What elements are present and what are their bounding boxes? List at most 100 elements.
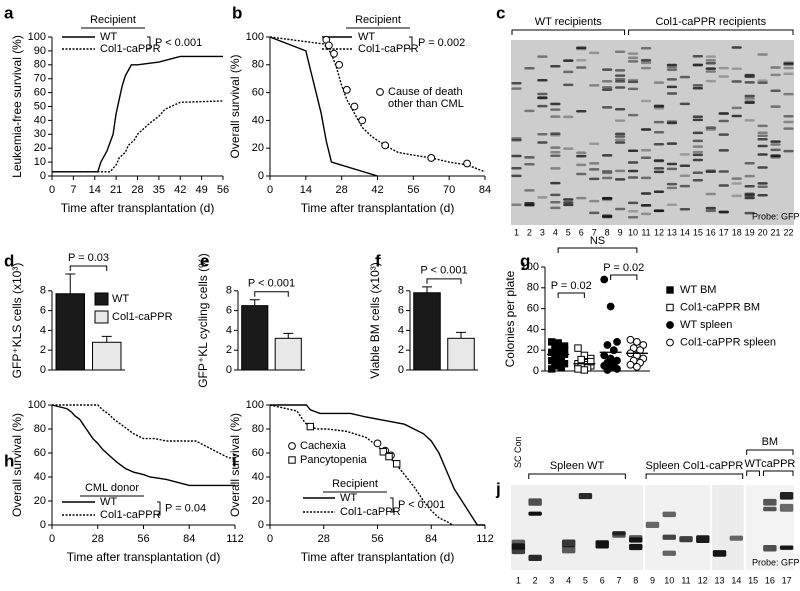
- gel-band: [550, 108, 561, 111]
- gel-band: [666, 120, 678, 123]
- gel-band: [511, 203, 522, 206]
- group-bracket: [746, 470, 760, 476]
- gel-band: [627, 176, 639, 179]
- gel-band: [744, 211, 755, 215]
- gel-band: [601, 197, 613, 201]
- gel-band: [718, 149, 729, 152]
- y-tick-label: 10: [34, 156, 46, 168]
- gel-band: [563, 59, 574, 62]
- gel-band: [779, 492, 794, 500]
- probe-label: Probe: GFP: [752, 211, 800, 221]
- gel-band: [627, 169, 639, 173]
- lane-number: 10: [628, 227, 638, 237]
- gel-band: [601, 79, 613, 83]
- gel-band: [718, 170, 729, 173]
- lane-number: 20: [758, 227, 768, 237]
- lane-number: 22: [784, 227, 794, 237]
- y-tick-label: 50: [34, 100, 46, 112]
- gel-band: [744, 81, 755, 84]
- group-label: WT: [745, 458, 762, 470]
- y-axis-label: Viable BM cells (x10³): [368, 262, 382, 378]
- y-tick-label: 8: [40, 285, 46, 297]
- dot: [613, 337, 621, 346]
- gel-band: [692, 145, 704, 148]
- legend-swatch: [94, 292, 109, 306]
- gel-band: [550, 132, 561, 135]
- gel-band: [718, 66, 729, 70]
- gel-band: [627, 80, 639, 84]
- survival-marker: [392, 460, 401, 468]
- y-tick-label: 40: [252, 114, 264, 126]
- gel-band: [627, 215, 639, 219]
- gel-band: [640, 176, 652, 180]
- lane-number: 4: [553, 227, 558, 237]
- survival-curve: [51, 404, 235, 487]
- x-tick-label: 42: [371, 184, 383, 196]
- gel-band: [763, 498, 777, 506]
- y-tick-label: 60: [527, 303, 539, 315]
- survival-marker: [335, 60, 344, 69]
- gel-band: [783, 127, 794, 130]
- gel-band: [550, 146, 561, 149]
- lane-number: 8: [605, 227, 610, 237]
- panel-letter: g: [520, 251, 530, 270]
- gel-band: [601, 106, 613, 109]
- gel-band: [563, 70, 574, 74]
- gel-band: [653, 209, 665, 212]
- y-tick-label: 4: [398, 324, 404, 336]
- survival-marker: [379, 448, 387, 456]
- gel-band: [783, 63, 794, 66]
- gel-band: [757, 144, 768, 148]
- gel-band: [666, 186, 678, 190]
- lane-number: 6: [600, 575, 605, 585]
- gel-band: [718, 210, 729, 214]
- lane-number: 13: [667, 227, 677, 237]
- gel-band: [744, 194, 755, 197]
- gel-band: [744, 185, 755, 188]
- gel-band: [763, 544, 777, 552]
- gel-band: [595, 541, 609, 549]
- gel-band: [627, 52, 639, 55]
- gel-band: [601, 170, 613, 173]
- legend-swatch: [94, 310, 109, 324]
- gel-band: [576, 172, 587, 176]
- group-bracket: [528, 473, 626, 479]
- x-tick-label: 49: [196, 184, 208, 196]
- lane-number: 3: [540, 227, 545, 237]
- gel-band: [563, 201, 574, 204]
- gel-band: [640, 128, 652, 131]
- panel-letter: a: [4, 3, 14, 22]
- gel-band: [511, 82, 522, 85]
- x-tick-label: 84: [183, 533, 195, 545]
- lane-number: 5: [566, 227, 571, 237]
- gel-band: [589, 168, 600, 171]
- gel-band: [692, 171, 704, 174]
- gel-band: [537, 196, 548, 199]
- dot: [560, 345, 569, 353]
- probe-label: Probe: GFP: [752, 557, 800, 567]
- gel-band: [712, 550, 727, 557]
- y-tick-label: 0: [226, 364, 232, 376]
- legend-marker: [288, 456, 296, 464]
- p-bracket: [147, 36, 151, 50]
- y-tick-label: 100: [28, 399, 46, 411]
- gel-band: [757, 124, 768, 128]
- group-label: Spleen Col1-caPPR: [645, 460, 743, 472]
- gel-band: [653, 81, 665, 84]
- gel-band: [757, 166, 768, 169]
- dot: [554, 339, 562, 347]
- lane-number: 10: [664, 575, 674, 585]
- gel-band: [627, 149, 639, 152]
- gel-band: [589, 211, 600, 215]
- gel-band: [614, 80, 626, 83]
- gel-band: [757, 138, 768, 141]
- legend-label: Cachexia: [300, 440, 347, 452]
- error-bar: [456, 331, 466, 339]
- lane-number: 18: [732, 227, 742, 237]
- gel-band: [731, 80, 742, 83]
- y-tick-label: 60: [252, 87, 264, 99]
- y-tick-label: 60: [252, 447, 264, 459]
- gel-band: [718, 133, 729, 136]
- gel-band: [692, 84, 704, 87]
- gel-band: [614, 138, 626, 142]
